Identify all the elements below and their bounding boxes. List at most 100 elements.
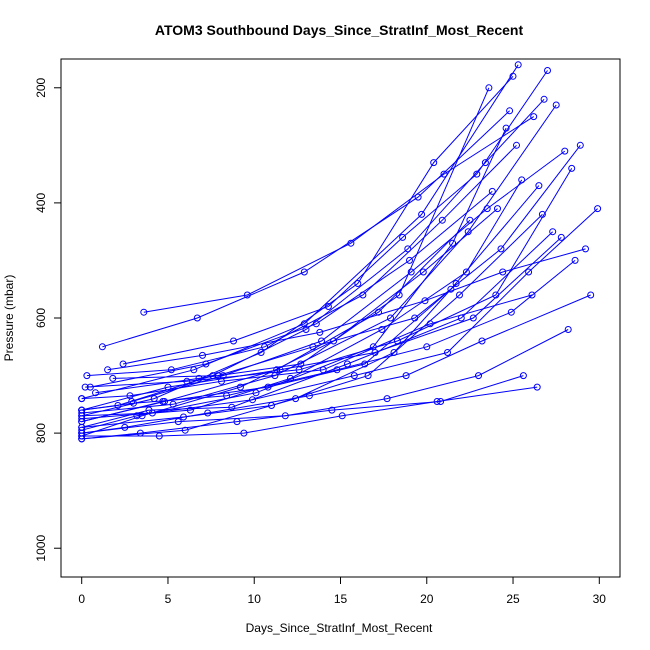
data-point [462, 268, 470, 276]
data-point [423, 343, 431, 351]
series-22 [140, 113, 538, 316]
data-point [552, 101, 560, 109]
series-line [81, 179, 523, 420]
y-axis: 200 400 600 800 1000 [34, 77, 62, 562]
series-27 [78, 182, 543, 426]
series-line [81, 127, 507, 431]
data-point [452, 280, 460, 287]
x-tick-label: 5 [165, 592, 172, 606]
data-point [83, 372, 91, 380]
chart-title: ATOM3 Southbound Days_Since_StratInf_Mos… [155, 22, 524, 38]
data-point [78, 435, 86, 443]
series-24 [78, 61, 522, 403]
series-line [95, 87, 490, 394]
data-point [92, 389, 99, 397]
data-point [300, 268, 308, 276]
series-line [81, 104, 557, 414]
data-point [475, 372, 482, 380]
data-point [393, 337, 401, 345]
series-line [112, 144, 581, 379]
data-point [230, 337, 237, 345]
series-line [85, 168, 573, 388]
data-point [544, 67, 551, 74]
series-6 [78, 228, 557, 431]
data-point [183, 377, 191, 385]
series-26 [78, 372, 527, 443]
data-point [98, 343, 106, 351]
data-point [494, 205, 501, 213]
data-point [481, 159, 489, 167]
series-line [86, 144, 517, 377]
series-19 [92, 84, 493, 397]
data-point [478, 337, 486, 345]
y-tick-label: 1000 [34, 535, 48, 562]
x-axis: 0 5 10 15 20 25 30 [78, 576, 607, 606]
data-point [488, 187, 496, 195]
series-8 [78, 205, 602, 420]
data-point [414, 193, 422, 201]
x-tick-label: 10 [248, 592, 262, 606]
data-point [540, 95, 548, 103]
data-point [533, 383, 541, 391]
data-point [78, 406, 86, 414]
series-line [81, 214, 543, 428]
data-point [140, 308, 148, 316]
series-16 [109, 141, 584, 382]
y-tick-label: 800 [34, 423, 48, 443]
series-line [81, 237, 562, 411]
data-point [568, 164, 576, 172]
data-point [236, 383, 244, 391]
series-line [122, 70, 548, 365]
series-10 [86, 187, 496, 391]
data-point [121, 423, 129, 431]
data-point [530, 113, 538, 121]
data-point [300, 320, 308, 328]
data-point [312, 320, 320, 328]
data-point [164, 383, 172, 391]
data-point [402, 372, 410, 380]
x-tick-label: 15 [334, 592, 348, 606]
series-30 [81, 164, 576, 391]
series-21 [78, 291, 595, 437]
series-line [81, 386, 538, 437]
data-point [78, 395, 86, 403]
series-5 [83, 141, 520, 380]
data-point [243, 291, 251, 299]
data-point [514, 61, 522, 69]
series-line [81, 219, 471, 423]
data-point [328, 406, 336, 414]
data-point [418, 210, 426, 218]
data-point [186, 406, 194, 414]
data-point [204, 409, 212, 417]
data-point [136, 429, 144, 437]
data-point [295, 366, 303, 374]
x-tick-label: 0 [78, 592, 85, 606]
y-tick-label: 200 [34, 77, 48, 97]
data-point [576, 141, 584, 149]
x-tick-label: 20 [420, 592, 434, 606]
series-line [81, 294, 591, 434]
data-point [557, 233, 565, 241]
data-point [249, 396, 256, 404]
series-line [90, 191, 493, 388]
data-point [561, 147, 569, 155]
data-point [406, 256, 413, 264]
data-point [133, 412, 141, 420]
data-point [104, 366, 112, 374]
data-point [525, 268, 533, 276]
series-line [81, 75, 514, 417]
data-point [528, 291, 536, 299]
data-point [305, 392, 313, 400]
data-point [456, 291, 463, 299]
series-line [143, 116, 534, 313]
data-point [571, 256, 579, 264]
data-point [449, 239, 457, 247]
data-point [440, 170, 448, 178]
data-point [190, 366, 198, 374]
data-point [219, 372, 227, 380]
x-tick-label: 30 [593, 592, 607, 606]
series-29 [78, 101, 560, 417]
data-point [407, 268, 415, 276]
data-point [438, 216, 446, 224]
